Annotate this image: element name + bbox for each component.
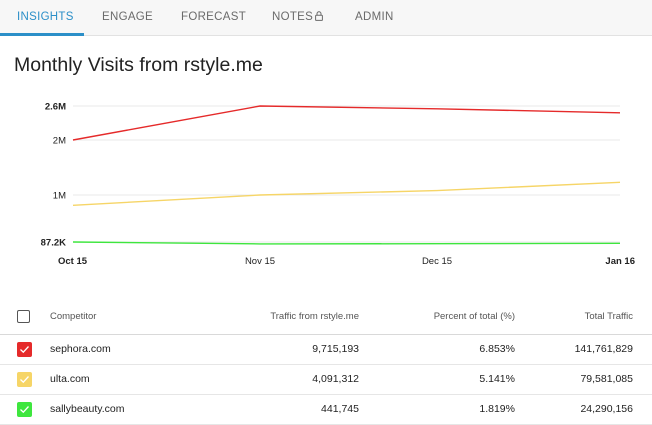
tab-bar: INSIGHTS ENGAGE FORECAST NOTES ADMIN	[0, 0, 652, 36]
row-checkbox[interactable]	[17, 372, 32, 387]
series-line	[72, 241, 621, 245]
tab-notes-label: NOTES	[272, 11, 314, 23]
row-checkbox[interactable]	[17, 402, 32, 417]
percent-value: 6.853%	[479, 343, 515, 355]
checkmark-icon	[20, 376, 29, 384]
x-tick-label: Oct 15	[58, 256, 88, 267]
active-tab-indicator	[0, 33, 84, 36]
monthly-visits-chart: 87.2K 1M 2M 2.6M Oct 15 Nov 15 Dec 15 Jan 16	[41, 102, 635, 268]
tab-engage[interactable]: ENGAGE	[102, 11, 154, 23]
series-line	[72, 181, 621, 206]
series-line	[72, 105, 621, 141]
competitor-name: ulta.com	[50, 373, 90, 385]
tab-insights[interactable]: INSIGHTS	[17, 11, 74, 23]
x-tick-label: Jan 16	[605, 256, 635, 267]
x-tick-label: Dec 15	[422, 256, 452, 267]
table-row: ulta.com 4,091,312 5.141% 79,581,085	[0, 365, 652, 395]
total-value: 79,581,085	[580, 373, 633, 385]
y-tick-label: 2M	[53, 136, 66, 147]
traffic-value: 9,715,193	[312, 343, 359, 355]
y-tick-label: 1M	[53, 191, 66, 202]
table-header: Competitor Traffic from rstyle.me Percen…	[0, 302, 652, 335]
total-value: 24,290,156	[580, 403, 633, 415]
tab-forecast[interactable]: FORECAST	[181, 11, 247, 23]
tab-notes[interactable]: NOTES	[272, 0, 324, 35]
select-all-checkbox[interactable]	[17, 310, 30, 323]
competitor-name: sephora.com	[50, 343, 111, 355]
y-tick-label: 2.6M	[45, 102, 66, 113]
competitor-table: Competitor Traffic from rstyle.me Percen…	[0, 302, 652, 425]
traffic-value: 4,091,312	[312, 373, 359, 385]
lock-icon	[315, 11, 324, 21]
checkmark-icon	[20, 346, 29, 354]
x-tick-label: Nov 15	[245, 256, 275, 267]
traffic-value: 441,745	[321, 403, 359, 415]
checkmark-icon	[20, 406, 29, 414]
header-competitor[interactable]: Competitor	[50, 311, 97, 322]
header-total[interactable]: Total Traffic	[584, 311, 633, 322]
header-traffic[interactable]: Traffic from rstyle.me	[270, 311, 359, 322]
row-checkbox[interactable]	[17, 342, 32, 357]
percent-value: 5.141%	[479, 373, 515, 385]
total-value: 141,761,829	[574, 343, 633, 355]
header-percent[interactable]: Percent of total (%)	[433, 311, 515, 322]
percent-value: 1.819%	[479, 403, 515, 415]
table-row: sephora.com 9,715,193 6.853% 141,761,829	[0, 335, 652, 365]
tab-admin[interactable]: ADMIN	[355, 11, 394, 23]
page-title: Monthly Visits from rstyle.me	[14, 54, 263, 76]
y-tick-label: 87.2K	[41, 238, 66, 249]
competitor-name: sallybeauty.com	[50, 403, 125, 415]
